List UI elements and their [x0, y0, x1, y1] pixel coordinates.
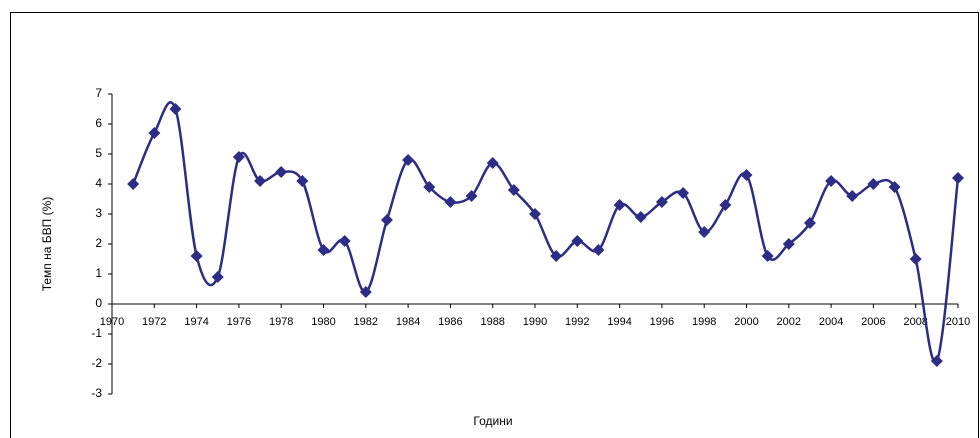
marker: [613, 199, 626, 211]
x-tick-label: 1990: [523, 316, 547, 328]
y-tick-label: -3: [91, 386, 102, 400]
x-tick-label: 1994: [607, 316, 631, 328]
x-tick-label: 1984: [396, 316, 420, 328]
marker: [444, 196, 457, 208]
marker: [296, 175, 309, 187]
marker: [677, 187, 690, 199]
y-tick-label: 6: [95, 116, 102, 130]
x-tick-label: 2000: [734, 316, 758, 328]
y-tick-label: 7: [95, 86, 102, 100]
marker: [825, 175, 838, 187]
marker: [148, 127, 161, 139]
x-axis-label: Години: [473, 414, 512, 428]
marker: [190, 250, 203, 262]
marker: [846, 190, 859, 202]
y-tick-label: 2: [95, 236, 102, 250]
x-tick-label: 1974: [184, 316, 208, 328]
x-tick-label: 1982: [354, 316, 378, 328]
marker: [507, 184, 520, 196]
x-tick-label: 1970: [100, 316, 124, 328]
marker: [169, 103, 182, 115]
marker: [359, 286, 372, 298]
marker: [719, 199, 732, 211]
marker: [782, 238, 795, 250]
marker: [761, 250, 774, 262]
marker: [211, 271, 224, 283]
marker: [275, 166, 288, 178]
x-tick-label: 2010: [946, 316, 970, 328]
y-tick-label: -1: [91, 326, 102, 340]
marker: [338, 235, 351, 247]
y-tick-label: 4: [95, 176, 102, 190]
marker: [529, 208, 541, 220]
x-tick-label: 2008: [903, 316, 927, 328]
x-tick-label: 1980: [311, 316, 335, 328]
x-tick-label: 2004: [819, 316, 843, 328]
x-tick-label: 1988: [480, 316, 504, 328]
chart-border: [10, 12, 979, 438]
y-tick-label: 0: [95, 296, 102, 310]
marker: [232, 151, 245, 163]
marker: [317, 244, 330, 256]
x-tick-label: 1992: [565, 316, 589, 328]
x-tick-label: 2006: [861, 316, 885, 328]
y-tick-label: 3: [95, 206, 102, 220]
marker: [952, 172, 964, 184]
marker: [740, 169, 753, 181]
x-tick-label: 1996: [650, 316, 674, 328]
marker: [550, 250, 563, 262]
marker: [592, 244, 605, 256]
y-tick-label: 5: [95, 146, 102, 160]
marker: [423, 181, 436, 193]
marker: [254, 175, 267, 187]
marker: [402, 154, 415, 166]
marker: [380, 214, 393, 226]
x-tick-label: 1986: [438, 316, 462, 328]
marker: [465, 190, 478, 202]
marker: [930, 355, 943, 367]
y-tick-label: -2: [91, 356, 102, 370]
marker: [634, 211, 647, 223]
x-tick-label: 2002: [777, 316, 801, 328]
marker: [655, 196, 668, 208]
y-axis-label: Темп на БВП (%): [40, 197, 54, 292]
x-tick-label: 1972: [142, 316, 166, 328]
marker: [698, 226, 711, 238]
marker: [571, 235, 584, 247]
marker: [803, 217, 816, 229]
marker: [127, 178, 140, 190]
x-tick-label: 1998: [692, 316, 716, 328]
y-tick-label: 1: [95, 266, 102, 280]
marker: [867, 178, 880, 190]
marker: [888, 181, 901, 193]
x-tick-label: 1976: [227, 316, 251, 328]
x-tick-label: 1978: [269, 316, 293, 328]
marker: [486, 157, 499, 169]
marker: [909, 253, 922, 265]
